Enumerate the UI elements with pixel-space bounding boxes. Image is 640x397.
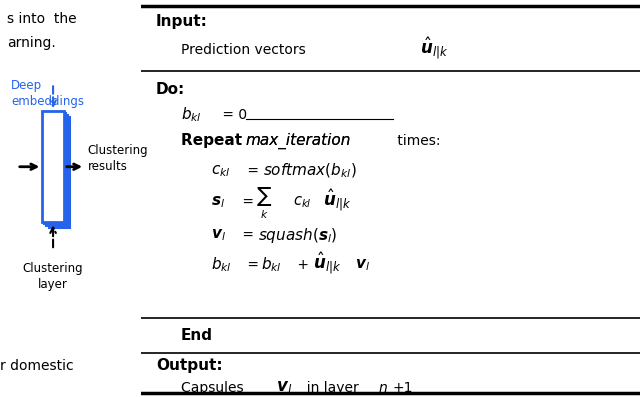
Text: $\hat{\boldsymbol{u}}_{l|k}$: $\hat{\boldsymbol{u}}_{l|k}$: [313, 250, 341, 276]
Text: End: End: [180, 328, 212, 343]
Text: +: +: [293, 258, 314, 272]
Text: +1: +1: [393, 381, 413, 395]
Text: $\boldsymbol{s}_l$: $\boldsymbol{s}_l$: [211, 195, 225, 210]
Text: $softmax(b_{kl})$: $softmax(b_{kl})$: [263, 162, 356, 180]
Text: Clustering
layer: Clustering layer: [23, 262, 83, 291]
Text: s into  the: s into the: [7, 12, 77, 26]
Text: Prediction vectors: Prediction vectors: [180, 42, 314, 57]
FancyBboxPatch shape: [42, 111, 64, 222]
Text: arning.: arning.: [7, 36, 56, 50]
Text: Deep
embeddings: Deep embeddings: [12, 79, 84, 108]
Text: $squash(\boldsymbol{s}_l)$: $squash(\boldsymbol{s}_l)$: [258, 225, 337, 245]
Text: Repeat: Repeat: [180, 133, 247, 148]
Text: $\boldsymbol{v}_l$: $\boldsymbol{v}_l$: [211, 227, 226, 243]
Text: $c_{kl}$: $c_{kl}$: [293, 195, 312, 210]
Text: Output:: Output:: [156, 358, 223, 373]
Text: Capsules: Capsules: [180, 381, 252, 395]
Text: Input:: Input:: [156, 14, 207, 29]
Text: =: =: [238, 228, 259, 242]
Text: Clustering
results: Clustering results: [88, 144, 148, 173]
Text: =: =: [243, 258, 264, 272]
Text: times:: times:: [393, 134, 440, 148]
Text: $b_{kl}$: $b_{kl}$: [260, 255, 282, 274]
Text: in layer: in layer: [298, 381, 363, 395]
Text: = 0: = 0: [218, 108, 247, 122]
Text: $b_{kl}$: $b_{kl}$: [211, 255, 232, 274]
Text: =: =: [243, 164, 264, 178]
FancyBboxPatch shape: [44, 113, 66, 224]
Text: $\hat{\boldsymbol{u}}_{l|k}$: $\hat{\boldsymbol{u}}_{l|k}$: [420, 35, 449, 60]
Text: $\boldsymbol{v}_l$: $\boldsymbol{v}_l$: [355, 257, 371, 273]
FancyBboxPatch shape: [49, 117, 70, 228]
Text: max_iteration: max_iteration: [246, 133, 351, 149]
Text: $n$: $n$: [378, 381, 388, 395]
Text: $\hat{\boldsymbol{u}}_{l|k}$: $\hat{\boldsymbol{u}}_{l|k}$: [323, 188, 351, 213]
Text: Do:: Do:: [156, 82, 185, 97]
FancyBboxPatch shape: [47, 115, 68, 226]
Text: $\boldsymbol{v}_l$: $\boldsymbol{v}_l$: [276, 378, 292, 396]
Text: r domestic: r domestic: [0, 359, 74, 373]
Text: $b_{kl}$: $b_{kl}$: [180, 106, 202, 125]
Text: $\sum_k$: $\sum_k$: [255, 187, 272, 221]
Text: $c_{kl}$: $c_{kl}$: [211, 163, 230, 179]
Text: =: =: [238, 195, 259, 210]
Text: max_iteration: max_iteration: [246, 133, 351, 149]
